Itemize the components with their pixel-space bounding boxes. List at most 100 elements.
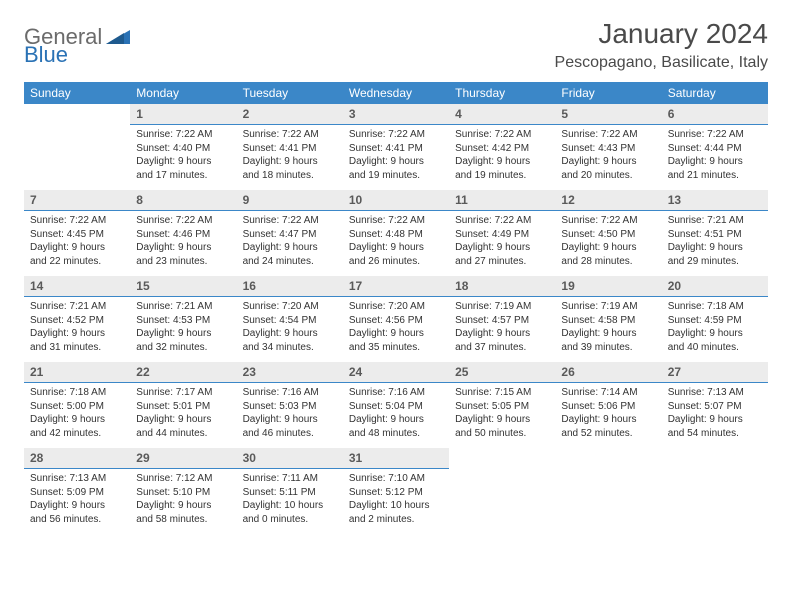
day-header: Thursday <box>449 82 555 104</box>
daylight-text-2: and 50 minutes. <box>455 427 549 441</box>
daylight-text-1: Daylight: 9 hours <box>30 499 124 513</box>
day-number-cell: 7 <box>24 190 130 211</box>
daylight-text-2: and 20 minutes. <box>561 169 655 183</box>
day-number-cell: 3 <box>343 104 449 125</box>
daylight-text-2: and 32 minutes. <box>136 341 230 355</box>
day-number-cell: 10 <box>343 190 449 211</box>
day-number-cell: 6 <box>662 104 768 125</box>
daylight-text-2: and 44 minutes. <box>136 427 230 441</box>
sunset-text: Sunset: 4:41 PM <box>243 142 337 156</box>
day-number-cell: 14 <box>24 276 130 297</box>
day-detail-cell: Sunrise: 7:16 AMSunset: 5:03 PMDaylight:… <box>237 383 343 449</box>
daylight-text-2: and 23 minutes. <box>136 255 230 269</box>
sunset-text: Sunset: 5:00 PM <box>30 400 124 414</box>
day-number-cell: 29 <box>130 448 236 469</box>
day-detail-row: Sunrise: 7:13 AMSunset: 5:09 PMDaylight:… <box>24 469 768 535</box>
daylight-text-1: Daylight: 9 hours <box>136 499 230 513</box>
day-detail-cell <box>555 469 661 535</box>
daylight-text-2: and 37 minutes. <box>455 341 549 355</box>
sunset-text: Sunset: 5:01 PM <box>136 400 230 414</box>
day-number-cell: 31 <box>343 448 449 469</box>
daylight-text-1: Daylight: 9 hours <box>349 241 443 255</box>
day-header: Saturday <box>662 82 768 104</box>
day-number-cell <box>24 104 130 125</box>
daylight-text-1: Daylight: 9 hours <box>349 155 443 169</box>
day-number-row: 78910111213 <box>24 190 768 211</box>
day-detail-cell: Sunrise: 7:14 AMSunset: 5:06 PMDaylight:… <box>555 383 661 449</box>
day-number-cell: 8 <box>130 190 236 211</box>
daylight-text-2: and 34 minutes. <box>243 341 337 355</box>
daylight-text-2: and 2 minutes. <box>349 513 443 527</box>
daylight-text-1: Daylight: 10 hours <box>243 499 337 513</box>
sunset-text: Sunset: 4:56 PM <box>349 314 443 328</box>
daylight-text-2: and 17 minutes. <box>136 169 230 183</box>
daylight-text-1: Daylight: 9 hours <box>561 155 655 169</box>
day-number-row: 28293031 <box>24 448 768 469</box>
daylight-text-1: Daylight: 9 hours <box>561 241 655 255</box>
daylight-text-1: Daylight: 9 hours <box>136 413 230 427</box>
sunrise-text: Sunrise: 7:22 AM <box>455 214 549 228</box>
daylight-text-2: and 40 minutes. <box>668 341 762 355</box>
day-detail-cell: Sunrise: 7:21 AMSunset: 4:52 PMDaylight:… <box>24 297 130 363</box>
sunset-text: Sunset: 5:07 PM <box>668 400 762 414</box>
day-detail-cell: Sunrise: 7:11 AMSunset: 5:11 PMDaylight:… <box>237 469 343 535</box>
sunrise-text: Sunrise: 7:22 AM <box>136 128 230 142</box>
day-detail-cell: Sunrise: 7:13 AMSunset: 5:07 PMDaylight:… <box>662 383 768 449</box>
daylight-text-2: and 18 minutes. <box>243 169 337 183</box>
daylight-text-2: and 58 minutes. <box>136 513 230 527</box>
sunset-text: Sunset: 4:53 PM <box>136 314 230 328</box>
day-detail-cell: Sunrise: 7:16 AMSunset: 5:04 PMDaylight:… <box>343 383 449 449</box>
day-number-cell: 26 <box>555 362 661 383</box>
day-number-cell <box>555 448 661 469</box>
sunset-text: Sunset: 4:59 PM <box>668 314 762 328</box>
sunrise-text: Sunrise: 7:21 AM <box>136 300 230 314</box>
sunset-text: Sunset: 4:50 PM <box>561 228 655 242</box>
day-detail-row: Sunrise: 7:21 AMSunset: 4:52 PMDaylight:… <box>24 297 768 363</box>
sunrise-text: Sunrise: 7:20 AM <box>243 300 337 314</box>
daylight-text-2: and 46 minutes. <box>243 427 337 441</box>
day-number-cell: 27 <box>662 362 768 383</box>
day-detail-cell: Sunrise: 7:20 AMSunset: 4:56 PMDaylight:… <box>343 297 449 363</box>
sunrise-text: Sunrise: 7:21 AM <box>668 214 762 228</box>
daylight-text-1: Daylight: 9 hours <box>243 241 337 255</box>
sunset-text: Sunset: 4:58 PM <box>561 314 655 328</box>
sunrise-text: Sunrise: 7:10 AM <box>349 472 443 486</box>
sunrise-text: Sunrise: 7:17 AM <box>136 386 230 400</box>
day-header: Sunday <box>24 82 130 104</box>
daylight-text-2: and 39 minutes. <box>561 341 655 355</box>
daylight-text-2: and 35 minutes. <box>349 341 443 355</box>
day-number-cell: 11 <box>449 190 555 211</box>
sunrise-text: Sunrise: 7:14 AM <box>561 386 655 400</box>
day-detail-cell: Sunrise: 7:22 AMSunset: 4:41 PMDaylight:… <box>237 125 343 191</box>
day-number-cell: 16 <box>237 276 343 297</box>
day-detail-cell: Sunrise: 7:21 AMSunset: 4:53 PMDaylight:… <box>130 297 236 363</box>
sunrise-text: Sunrise: 7:22 AM <box>561 214 655 228</box>
sunrise-text: Sunrise: 7:16 AM <box>349 386 443 400</box>
day-number-cell: 13 <box>662 190 768 211</box>
sunrise-text: Sunrise: 7:19 AM <box>455 300 549 314</box>
daylight-text-2: and 27 minutes. <box>455 255 549 269</box>
sunrise-text: Sunrise: 7:12 AM <box>136 472 230 486</box>
day-number-row: 123456 <box>24 104 768 125</box>
day-detail-cell: Sunrise: 7:22 AMSunset: 4:43 PMDaylight:… <box>555 125 661 191</box>
day-detail-cell: Sunrise: 7:18 AMSunset: 4:59 PMDaylight:… <box>662 297 768 363</box>
sunset-text: Sunset: 5:10 PM <box>136 486 230 500</box>
daylight-text-2: and 19 minutes. <box>349 169 443 183</box>
day-number-row: 14151617181920 <box>24 276 768 297</box>
sunrise-text: Sunrise: 7:22 AM <box>668 128 762 142</box>
day-number-cell <box>662 448 768 469</box>
day-header: Friday <box>555 82 661 104</box>
sunset-text: Sunset: 4:44 PM <box>668 142 762 156</box>
daylight-text-1: Daylight: 9 hours <box>668 241 762 255</box>
day-detail-cell: Sunrise: 7:22 AMSunset: 4:48 PMDaylight:… <box>343 211 449 277</box>
daylight-text-1: Daylight: 9 hours <box>243 155 337 169</box>
sunrise-text: Sunrise: 7:16 AM <box>243 386 337 400</box>
sunset-text: Sunset: 5:03 PM <box>243 400 337 414</box>
day-detail-cell: Sunrise: 7:22 AMSunset: 4:41 PMDaylight:… <box>343 125 449 191</box>
day-number-cell: 21 <box>24 362 130 383</box>
daylight-text-2: and 22 minutes. <box>30 255 124 269</box>
day-number-cell: 12 <box>555 190 661 211</box>
sunrise-text: Sunrise: 7:22 AM <box>349 128 443 142</box>
sunset-text: Sunset: 4:49 PM <box>455 228 549 242</box>
day-header: Monday <box>130 82 236 104</box>
